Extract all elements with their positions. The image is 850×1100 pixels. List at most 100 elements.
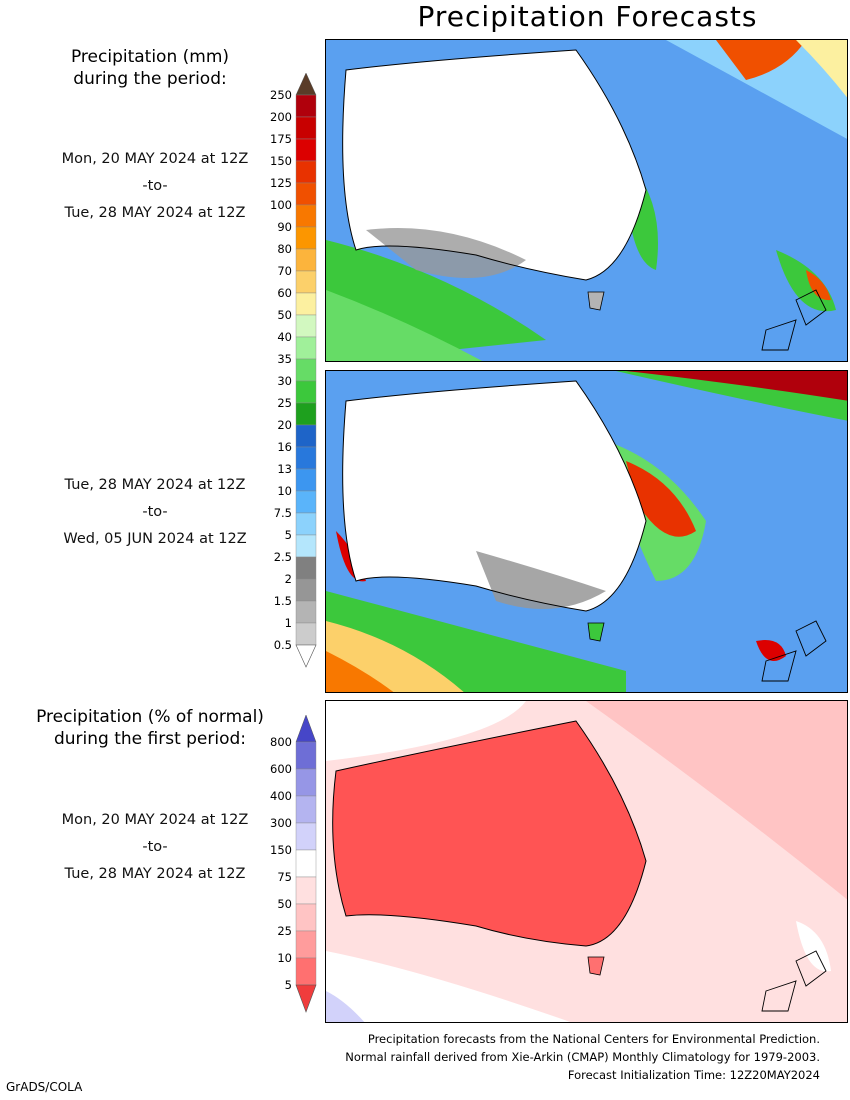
pct-colorbar: 800 600 400 300 150 75 50 25 10 5 xyxy=(270,714,317,1013)
mm-legend-tick-label: 25 xyxy=(277,396,292,410)
mm-legend-swatch xyxy=(295,116,317,140)
pct-legend-swatch xyxy=(295,822,317,851)
mm-legend-swatch xyxy=(295,248,317,272)
mm-legend-swatch xyxy=(295,182,317,206)
mm-legend-swatch xyxy=(295,336,317,360)
map-panel-period-2 xyxy=(325,370,848,693)
mm-legend-swatch xyxy=(295,270,317,294)
precip-anomaly-map xyxy=(326,701,847,1022)
mm-legend-tick-label: 250 xyxy=(270,88,292,102)
mm-legend-tick-label: 2.5 xyxy=(274,550,292,564)
mm-legend-heading: Precipitation (mm) during the period: xyxy=(0,46,300,90)
pct-heading-line1: Precipitation (% of normal) xyxy=(36,707,264,727)
legend-colorbars: 2502001751501251009080706050403530252016… xyxy=(270,72,317,1013)
mm-legend-tick-label: 60 xyxy=(277,286,292,300)
mm-legend-tick-label: 0.5 xyxy=(274,638,292,652)
period-2-end: Wed, 05 JUN 2024 at 12Z xyxy=(63,531,247,547)
precip-map-1 xyxy=(326,40,847,361)
mm-legend-tick-label: 70 xyxy=(277,264,292,278)
mm-legend-swatch xyxy=(295,512,317,536)
pct-legend-swatch xyxy=(295,795,317,824)
period-3-label: Mon, 20 MAY 2024 at 12Z -to- Tue, 28 MAY… xyxy=(20,807,290,888)
map-panel-period-1 xyxy=(325,39,848,362)
mm-legend-tick-label: 40 xyxy=(277,330,292,344)
pct-legend-tick-label: 600 xyxy=(270,762,292,776)
mm-legend-tick-label: 5 xyxy=(285,528,292,542)
pct-legend-tick-label: 25 xyxy=(277,924,292,938)
pct-legend-tick-label: 150 xyxy=(270,843,292,857)
pct-legend-tick-label: 10 xyxy=(277,951,292,965)
pct-legend-swatch xyxy=(295,957,317,986)
mm-legend-swatch xyxy=(295,292,317,316)
grads-credit: GrADS/COLA xyxy=(6,1080,83,1094)
period-1-label: Mon, 20 MAY 2024 at 12Z -to- Tue, 28 MAY… xyxy=(20,146,290,227)
pct-legend-heading: Precipitation (% of normal) during the f… xyxy=(0,706,300,750)
mm-heading-line2: during the period: xyxy=(73,69,227,89)
mm-legend-tick-label: 13 xyxy=(277,462,292,476)
mm-legend-swatch xyxy=(295,358,317,382)
mm-colorbar: 2502001751501251009080706050403530252016… xyxy=(270,72,317,668)
mm-legend-tick-label: 80 xyxy=(277,242,292,256)
page-title: Precipitation Forecasts xyxy=(417,0,758,33)
mm-legend-top-arrow xyxy=(295,72,317,96)
pct-legend-swatch xyxy=(295,930,317,959)
mm-legend-tick-label: 100 xyxy=(270,198,292,212)
period-3-start: Mon, 20 MAY 2024 at 12Z xyxy=(61,812,249,828)
mm-legend-tick-label: 20 xyxy=(277,418,292,432)
pct-legend-tick-label: 75 xyxy=(277,870,292,884)
mm-legend-swatch xyxy=(295,446,317,470)
precip-map-2 xyxy=(326,371,847,692)
footer-line-1: Precipitation forecasts from the Nationa… xyxy=(367,1032,820,1046)
mm-legend-swatch xyxy=(295,314,317,338)
mm-legend-tick-label: 1.5 xyxy=(274,594,292,608)
mm-legend-swatch xyxy=(295,204,317,228)
period-1-end: Tue, 28 MAY 2024 at 12Z xyxy=(64,205,246,221)
mm-legend-swatch xyxy=(295,226,317,250)
period-1-start: Mon, 20 MAY 2024 at 12Z xyxy=(61,151,249,167)
mm-legend-swatch xyxy=(295,138,317,162)
mm-legend-bottom-arrow xyxy=(295,644,317,668)
pct-legend-swatch xyxy=(295,903,317,932)
mm-legend-tick-label: 50 xyxy=(277,308,292,322)
pct-legend-tick-label: 5 xyxy=(285,978,292,992)
mm-legend-tick-label: 30 xyxy=(277,374,292,388)
mm-legend-tick-label: 200 xyxy=(270,110,292,124)
pct-legend-swatch xyxy=(295,876,317,905)
mm-legend-tick-label: 7.5 xyxy=(274,506,292,520)
pct-legend-tick-label: 300 xyxy=(270,816,292,830)
mm-legend-tick-label: 2 xyxy=(285,572,292,586)
pct-legend-swatch xyxy=(295,741,317,770)
mm-legend-tick-label: 150 xyxy=(270,154,292,168)
mm-legend-swatch xyxy=(295,94,317,118)
mm-legend-swatch xyxy=(295,402,317,426)
mm-heading-line1: Precipitation (mm) xyxy=(70,47,230,67)
pct-legend-tick-label: 400 xyxy=(270,789,292,803)
pct-legend-tick-label: 800 xyxy=(270,735,292,749)
footer-line-2: Normal rainfall derived from Xie-Arkin (… xyxy=(345,1050,820,1064)
pct-legend-tick-label: 50 xyxy=(277,897,292,911)
mm-legend-tick-label: 1 xyxy=(285,616,292,630)
period-1-sep: -to- xyxy=(142,178,168,194)
period-3-end: Tue, 28 MAY 2024 at 12Z xyxy=(64,866,246,882)
mm-legend-swatch xyxy=(295,600,317,624)
mm-legend-swatch xyxy=(295,490,317,514)
pct-legend-bottom-arrow xyxy=(295,984,317,1013)
map-panel-percent-normal xyxy=(325,700,848,1023)
pct-legend-top-arrow xyxy=(295,714,317,743)
pct-legend-swatch xyxy=(295,849,317,878)
mm-legend-tick-label: 16 xyxy=(277,440,292,454)
footer-notes: Precipitation forecasts from the Nationa… xyxy=(345,1030,820,1084)
period-2-sep: -to- xyxy=(142,504,168,520)
pct-legend-swatch xyxy=(295,768,317,797)
mm-legend-swatch xyxy=(295,160,317,184)
mm-legend-swatch xyxy=(295,622,317,646)
footer-line-3: Forecast Initialization Time: 12Z20MAY20… xyxy=(567,1068,820,1082)
mm-legend-tick-label: 90 xyxy=(277,220,292,234)
pct-heading-line2: during the first period: xyxy=(53,729,247,749)
mm-legend-swatch xyxy=(295,534,317,558)
period-2-label: Tue, 28 MAY 2024 at 12Z -to- Wed, 05 JUN… xyxy=(20,472,290,553)
mm-legend-tick-label: 10 xyxy=(277,484,292,498)
mm-legend-tick-label: 175 xyxy=(270,132,292,146)
mm-legend-swatch xyxy=(295,424,317,448)
period-3-sep: -to- xyxy=(142,839,168,855)
